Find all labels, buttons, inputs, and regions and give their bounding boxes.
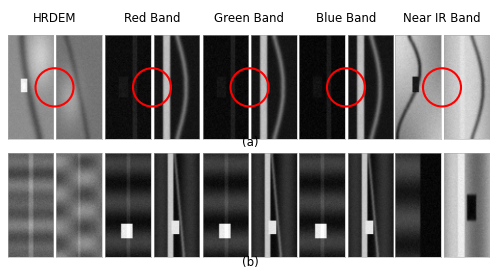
Text: Green Band: Green Band <box>214 12 284 25</box>
Text: HRDEM: HRDEM <box>33 12 76 25</box>
Text: (b): (b) <box>242 256 258 269</box>
Text: Red Band: Red Band <box>124 12 180 25</box>
Text: (a): (a) <box>242 136 258 149</box>
Text: Near IR Band: Near IR Band <box>403 12 481 25</box>
Text: Blue Band: Blue Band <box>316 12 376 25</box>
